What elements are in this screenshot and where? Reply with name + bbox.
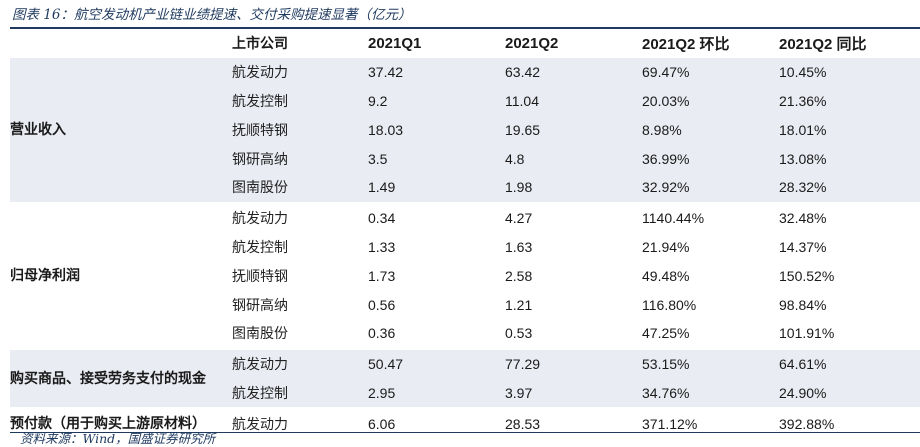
title-rule [10, 27, 920, 29]
yoy-cell: 64.61% [779, 347, 920, 379]
yoy-cell: 392.88% [779, 407, 920, 439]
header-q2: 2021Q2 [505, 34, 559, 52]
table-row: 航发控制 2.95 3.97 34.76% 24.90% [10, 378, 920, 409]
qoq-cell: 36.99% [642, 144, 779, 173]
qoq-cell: 47.25% [642, 318, 779, 349]
group-label: 预付款（用于购买上游原材料） [10, 407, 232, 439]
table-row: 图南股份 1.49 1.98 32.92% 28.32% [10, 172, 920, 203]
yoy-cell: 10.45% [779, 57, 920, 87]
yoy-cell: 150.52% [779, 261, 920, 291]
qoq-cell: 1140.44% [642, 201, 779, 233]
table-row: 航发控制 9.2 11.04 20.03% 21.36% [10, 86, 920, 116]
yoy-cell: 14.37% [779, 232, 920, 262]
yoy-cell: 28.32% [779, 172, 920, 203]
q1-cell: 0.36 [368, 318, 505, 349]
q1-cell: 1.33 [368, 232, 505, 262]
company-cell: 航发动力 [232, 407, 368, 439]
qoq-cell: 21.94% [642, 232, 779, 262]
yoy-cell: 101.91% [779, 318, 920, 349]
yoy-cell: 24.90% [779, 378, 920, 409]
qoq-cell: 69.47% [642, 57, 779, 87]
q1-cell: 2.95 [368, 378, 505, 409]
q2-cell: 0.53 [505, 318, 642, 349]
table-row: 购买商品、接受劳务支付的现金 航发动力 50.47 77.29 53.15% 64.61% [10, 347, 920, 409]
company-cell: 钢研高纳 [232, 290, 368, 319]
q1-cell: 3.5 [368, 144, 505, 173]
qoq-cell: 49.48% [642, 261, 779, 291]
group-label: 归母净利润 [10, 201, 232, 349]
table-row: 抚顺特钢 18.03 19.65 8.98% 18.01% [10, 115, 920, 145]
q1-cell: 0.56 [368, 290, 505, 319]
q1-cell: 1.73 [368, 261, 505, 291]
q1-cell: 0.34 [368, 201, 505, 233]
table-row: 钢研高纳 3.5 4.8 36.99% 13.08% [10, 144, 920, 173]
company-cell: 抚顺特钢 [232, 115, 368, 145]
yoy-cell: 32.48% [779, 201, 920, 233]
q2-cell: 4.8 [505, 144, 642, 173]
q2-cell: 28.53 [505, 407, 642, 439]
company-cell: 航发动力 [232, 347, 368, 379]
qoq-cell: 20.03% [642, 86, 779, 116]
group-label: 营业收入 [10, 57, 232, 203]
company-cell: 航发动力 [232, 57, 368, 87]
header-group [10, 29, 232, 58]
company-cell: 钢研高纳 [232, 144, 368, 173]
table-row: 营业收入 航发动力 37.42 63.42 69.47% 10.45% [10, 57, 920, 203]
header-yoy: 2021Q2 同比 [779, 35, 867, 53]
table-row: 图南股份 0.36 0.53 47.25% 101.91% [10, 318, 920, 349]
q1-cell: 37.42 [368, 57, 505, 87]
qoq-cell: 116.80% [642, 290, 779, 319]
company-cell: 图南股份 [232, 318, 368, 349]
q2-cell: 19.65 [505, 115, 642, 145]
q2-cell: 11.04 [505, 86, 642, 116]
table-row: 钢研高纳 0.56 1.21 116.80% 98.84% [10, 290, 920, 319]
header-qoq: 2021Q2 环比 [642, 35, 730, 53]
yoy-cell: 21.36% [779, 86, 920, 116]
q2-cell: 1.98 [505, 172, 642, 203]
yoy-cell: 13.08% [779, 144, 920, 173]
qoq-cell: 8.98% [642, 115, 779, 145]
qoq-cell: 53.15% [642, 347, 779, 379]
q1-cell: 50.47 [368, 347, 505, 379]
q2-cell: 2.58 [505, 261, 642, 291]
qoq-cell: 34.76% [642, 378, 779, 409]
company-cell: 航发控制 [232, 378, 368, 409]
group-prepayment: 预付款（用于购买上游原材料） 航发动力 6.06 28.53 371.12% 392.88… [10, 407, 920, 439]
qoq-cell: 32.92% [642, 172, 779, 203]
table-row: 航发控制 1.33 1.63 21.94% 14.37% [10, 232, 920, 262]
yoy-cell: 18.01% [779, 115, 920, 145]
q1-cell: 6.06 [368, 407, 505, 439]
company-cell: 图南股份 [232, 172, 368, 203]
q2-cell: 3.97 [505, 378, 642, 409]
q2-cell: 1.21 [505, 290, 642, 319]
group-revenue: 营业收入 航发动力 37.42 63.42 69.47% 10.45% 航发控制 9.2 11.… [10, 57, 920, 203]
company-cell: 抚顺特钢 [232, 261, 368, 291]
company-cell: 航发控制 [232, 232, 368, 262]
table-row: 抚顺特钢 1.73 2.58 49.48% 150.52% [10, 261, 920, 291]
group-net-profit: 归母净利润 航发动力 0.34 4.27 1140.44% 32.48% 航发控制 1.33 1… [10, 201, 920, 349]
q1-cell: 18.03 [368, 115, 505, 145]
header-row: 上市公司 2021Q1 2021Q2 2021Q2 环比 2021Q2 同比 [10, 29, 920, 58]
source-note: 资料来源：Wind，国盛证券研究所 [20, 431, 216, 446]
table-row: 预付款（用于购买上游原材料） 航发动力 6.06 28.53 371.12% 392.88… [10, 407, 920, 439]
source-rule [10, 432, 920, 433]
q2-cell: 1.63 [505, 232, 642, 262]
q2-cell: 77.29 [505, 347, 642, 379]
figure-title: 图表 16：航空发动机产业链业绩提速、交付采购提速显著（亿元） [12, 7, 412, 23]
q2-cell: 63.42 [505, 57, 642, 87]
header-q1: 2021Q1 [368, 34, 422, 52]
company-cell: 航发控制 [232, 86, 368, 116]
data-table: 上市公司 2021Q1 2021Q2 2021Q2 环比 2021Q2 同比 营… [10, 29, 920, 439]
q1-cell: 1.49 [368, 172, 505, 203]
q2-cell: 4.27 [505, 201, 642, 233]
yoy-cell: 98.84% [779, 290, 920, 319]
table-row: 归母净利润 航发动力 0.34 4.27 1140.44% 32.48% [10, 201, 920, 349]
header-company: 上市公司 [232, 36, 288, 53]
company-cell: 航发动力 [232, 201, 368, 233]
q1-cell: 9.2 [368, 86, 505, 116]
qoq-cell: 371.12% [642, 407, 779, 439]
group-label: 购买商品、接受劳务支付的现金 [10, 347, 232, 409]
group-cash-paid: 购买商品、接受劳务支付的现金 航发动力 50.47 77.29 53.15% 64.61%… [10, 347, 920, 409]
